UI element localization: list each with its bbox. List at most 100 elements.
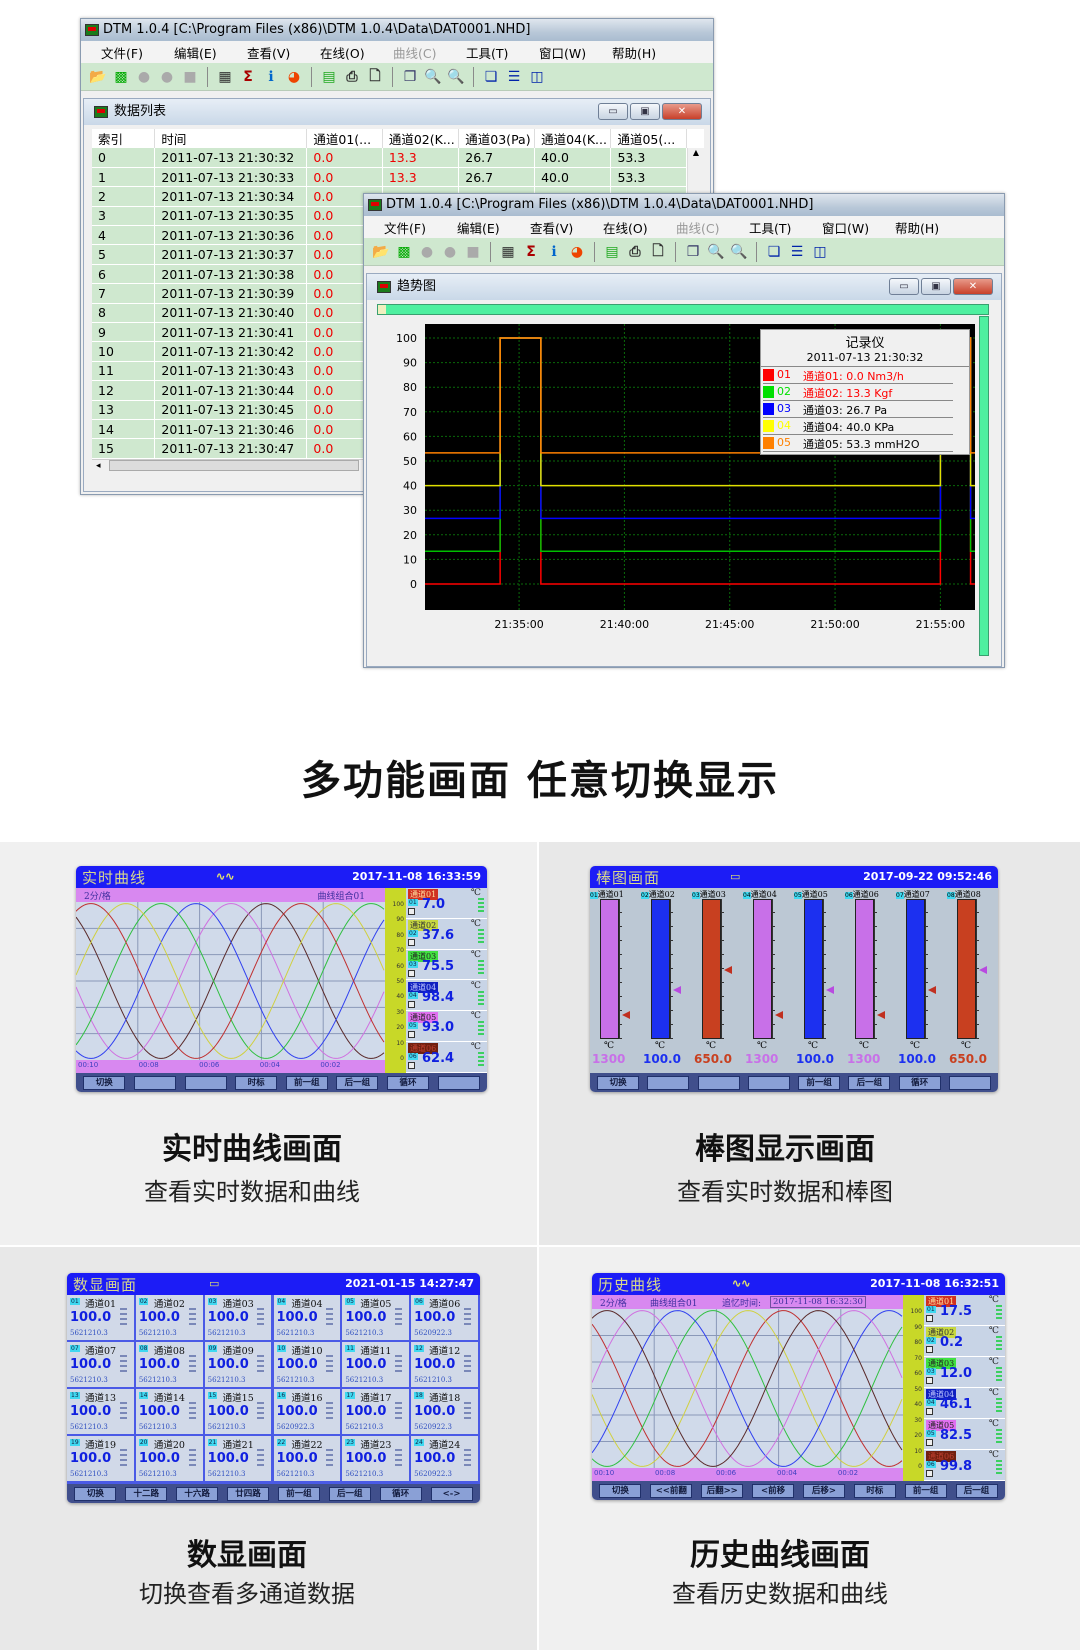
soft-button[interactable]: 循环 [898, 1075, 941, 1090]
channel-box[interactable]: 通道06 ℃ 06 62.4 [406, 1042, 487, 1073]
stop-square-icon[interactable]: ■ [466, 243, 480, 260]
print-icon[interactable]: ⎙ [629, 243, 641, 260]
menu-item[interactable]: 帮助(H) [895, 220, 940, 236]
minimize-button[interactable]: ▭ [889, 278, 919, 295]
open-folder-icon[interactable]: 📂 [89, 68, 107, 85]
channel-checkbox[interactable] [408, 969, 415, 977]
channel-cell[interactable]: 13 通道13 100.0 5621210.3 [67, 1389, 136, 1436]
channel-box[interactable]: 通道01 ℃ 01 7.0 [406, 888, 487, 919]
soft-button[interactable]: 前一组 [798, 1075, 841, 1090]
recall-time-input[interactable]: 2017-11-08 16:32:30 [770, 1296, 866, 1308]
soft-button[interactable]: 时标 [853, 1483, 896, 1498]
channel-cell[interactable]: 20 通道20 100.0 5621210.3 [135, 1436, 205, 1483]
channel-cell[interactable]: 24 通道24 100.0 5620922.3 [411, 1436, 480, 1483]
menu-item[interactable]: 编辑(E) [174, 45, 217, 61]
channel-cell[interactable]: 01 通道01 100.0 5621210.3 [67, 1295, 136, 1342]
sigma-icon[interactable]: Σ [526, 243, 536, 260]
soft-button[interactable]: <-> [430, 1486, 473, 1501]
table-icon[interactable]: ▦ [501, 243, 515, 260]
soft-button[interactable]: 后一组 [848, 1075, 891, 1090]
channel-cell[interactable]: 02 通道02 100.0 5621210.3 [135, 1295, 205, 1342]
tile-horizontal-icon[interactable]: ☰ [507, 68, 521, 85]
info-icon[interactable]: ℹ [268, 68, 274, 85]
child-titlebar[interactable]: 趋势图 ▭ ▣ ✕ [367, 274, 1001, 300]
window-titlebar[interactable]: DTM 1.0.4 [C:\Program Files (x86)\DTM 1.… [81, 19, 713, 41]
channel-checkbox[interactable] [926, 1408, 933, 1415]
maximize-button[interactable]: ▣ [630, 103, 660, 120]
channel-cell[interactable]: 06 通道06 100.0 5620922.3 [411, 1295, 480, 1342]
menu-item[interactable]: 文件(F) [384, 220, 426, 236]
soft-button[interactable]: 切换 [74, 1486, 117, 1501]
channel-cell[interactable]: 23 通道23 100.0 5621210.3 [342, 1436, 412, 1483]
print-icon[interactable]: ⎙ [346, 68, 358, 85]
channel-checkbox[interactable] [926, 1346, 933, 1353]
print-preview-icon[interactable]: 🗋 [369, 67, 381, 84]
scrollbar-thumb[interactable] [378, 305, 386, 314]
soft-button[interactable] [184, 1075, 227, 1090]
channel-cell[interactable]: 03 通道03 100.0 5621210.3 [204, 1295, 274, 1342]
soft-button[interactable]: 前一组 [285, 1075, 328, 1090]
tile-vertical-icon[interactable]: ◫ [813, 243, 827, 260]
copy-icon[interactable]: ❐ [403, 68, 417, 85]
info-icon[interactable]: ℹ [551, 243, 557, 260]
channel-cell[interactable]: 17 通道17 100.0 5621210.3 [342, 1389, 412, 1436]
channel-box[interactable]: 通道03 ℃ 03 75.5 [406, 949, 487, 981]
soft-button[interactable]: 循环 [387, 1075, 430, 1090]
menu-item[interactable]: 查看(V) [530, 220, 574, 236]
menu-item[interactable]: 窗口(W) [822, 220, 870, 236]
child-titlebar[interactable]: 数据列表 ▭ ▣ ✕ [84, 99, 710, 125]
soft-button[interactable]: <<前翻 [650, 1483, 693, 1498]
soft-button[interactable]: 前一组 [904, 1483, 947, 1498]
soft-button[interactable] [133, 1075, 176, 1090]
channel-box[interactable]: 通道04 ℃ 04 46.1 [924, 1388, 1005, 1419]
column-header[interactable]: 索引 [92, 129, 156, 148]
window-titlebar[interactable]: DTM 1.0.4 [C:\Program Files (x86)\DTM 1.… [364, 194, 1004, 216]
close-button[interactable]: ✕ [953, 278, 993, 295]
zoom-disabled-icon[interactable]: 🔍 [447, 68, 465, 85]
soft-button[interactable]: 后一组 [328, 1486, 371, 1501]
open-folder-icon[interactable]: 📂 [372, 243, 390, 260]
menu-item[interactable]: 工具(T) [749, 220, 792, 236]
vertical-scrollbar[interactable] [979, 316, 989, 656]
soft-button[interactable] [437, 1075, 480, 1090]
channel-cell[interactable]: 11 通道11 100.0 5621210.3 [342, 1342, 412, 1389]
trend-icon[interactable]: ▩ [397, 243, 411, 260]
channel-cell[interactable]: 04 通道04 100.0 5621210.3 [273, 1295, 343, 1342]
soft-button[interactable]: 后翻>> [701, 1483, 744, 1498]
chart-pie-icon[interactable]: ◕ [570, 243, 584, 260]
channel-checkbox[interactable] [926, 1315, 933, 1322]
channel-box[interactable]: 通道02 ℃ 02 37.6 [406, 918, 487, 950]
channel-checkbox[interactable] [408, 1062, 415, 1070]
print-preview-icon[interactable]: 🗋 [652, 242, 664, 259]
channel-checkbox[interactable] [926, 1377, 933, 1384]
time-scrollbar[interactable] [377, 304, 989, 315]
channel-cell[interactable]: 07 通道07 100.0 5621210.3 [67, 1342, 136, 1389]
channel-checkbox[interactable] [408, 938, 415, 946]
channel-cell[interactable]: 19 通道19 100.0 5621210.3 [67, 1436, 136, 1483]
soft-button[interactable] [647, 1075, 690, 1090]
stop-circle-icon[interactable]: ● [420, 243, 434, 260]
stop-circle-icon[interactable]: ● [137, 68, 151, 85]
table-row[interactable]: 0 2011-07-13 21:30:32 0.0 13.3 26.7 40.0 53.3 [92, 148, 687, 168]
column-header[interactable]: 通道05(... [610, 129, 687, 148]
soft-button[interactable]: 切换 [83, 1075, 126, 1090]
soft-button[interactable]: 时标 [235, 1075, 278, 1090]
column-header[interactable]: 通道04(K... [534, 129, 612, 148]
channel-cell[interactable]: 15 通道15 100.0 5621210.3 [204, 1389, 274, 1436]
menu-item[interactable]: 编辑(E) [457, 220, 500, 236]
soft-button[interactable] [747, 1075, 790, 1090]
channel-cell[interactable]: 22 通道22 100.0 5621210.3 [273, 1436, 343, 1483]
menu-item[interactable]: 查看(V) [247, 45, 291, 61]
channel-box[interactable]: 通道01 ℃ 01 17.5 [924, 1295, 1005, 1326]
channel-box[interactable]: 通道02 ℃ 02 0.2 [924, 1326, 1005, 1357]
channel-cell[interactable]: 10 通道10 100.0 5621210.3 [273, 1342, 343, 1389]
soft-button[interactable] [948, 1075, 991, 1090]
menu-item[interactable]: 在线(O) [320, 45, 365, 61]
menu-item[interactable]: 文件(F) [101, 45, 143, 61]
excel-export-icon[interactable]: ▤ [322, 68, 336, 85]
channel-box[interactable]: 通道03 ℃ 03 12.0 [924, 1357, 1005, 1388]
soft-button[interactable]: 十二路 [125, 1486, 168, 1501]
channel-box[interactable]: 通道05 ℃ 05 93.0 [406, 1011, 487, 1043]
column-header[interactable]: 时间 [154, 129, 308, 148]
channel-checkbox[interactable] [408, 908, 415, 915]
